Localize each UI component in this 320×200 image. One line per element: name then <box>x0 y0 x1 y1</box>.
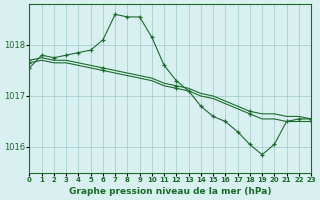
X-axis label: Graphe pression niveau de la mer (hPa): Graphe pression niveau de la mer (hPa) <box>69 187 271 196</box>
